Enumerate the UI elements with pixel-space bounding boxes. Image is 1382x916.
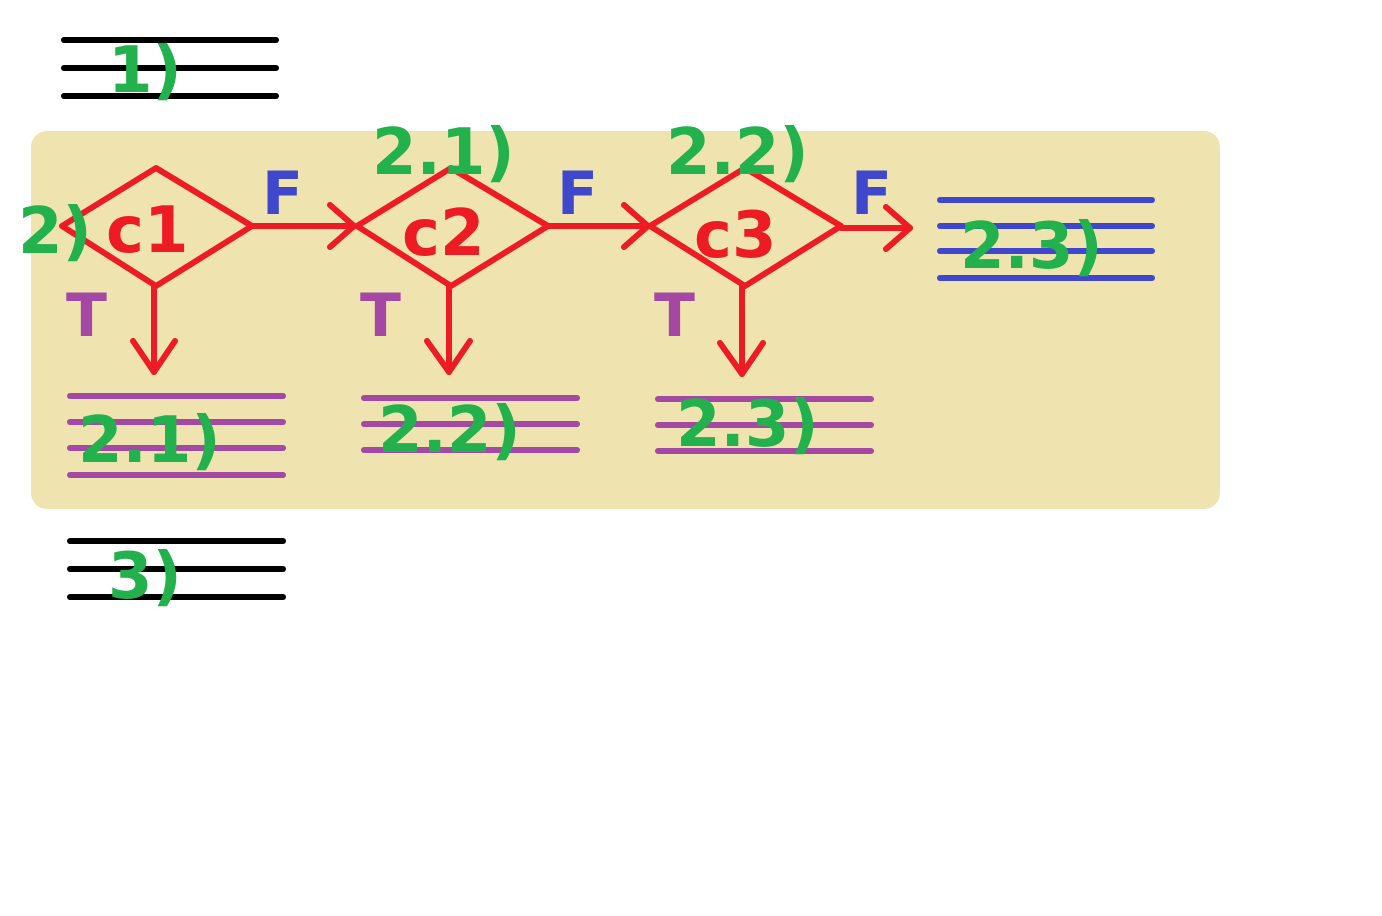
condition-c2-false-label: F: [557, 159, 598, 229]
arrow-c2-true: [424, 283, 473, 375]
condition-c3-name: c3: [694, 199, 776, 273]
arrow-c3-to-final: [838, 204, 913, 252]
true-block-c1: [67, 393, 286, 478]
step2-label: 2): [18, 195, 92, 269]
step3-label: 3): [108, 540, 182, 614]
final-false-block: [937, 197, 1155, 281]
condition-c1-true-label: T: [66, 281, 107, 351]
true-block-c1-label: 2.1): [78, 404, 221, 478]
condition-c3-false-label: F: [851, 159, 892, 229]
arrow-c2-to-c3: [545, 202, 651, 250]
condition-c3-true-label: T: [654, 281, 695, 351]
step1-label: 1): [108, 34, 182, 108]
step3-block: [67, 538, 286, 600]
true-block-c3: [655, 396, 874, 454]
condition-c2-top-label: 2.1): [372, 116, 515, 190]
condition-c1-name: c1: [106, 194, 188, 268]
condition-c2-name: c2: [402, 197, 484, 271]
arrow-c1-to-c2: [249, 202, 357, 250]
true-block-c2: [361, 395, 580, 453]
true-block-c2-label: 2.2): [378, 394, 521, 468]
final-false-block-label: 2.3): [960, 210, 1103, 284]
arrow-c1-true: [130, 283, 178, 375]
true-block-c3-label: 2.3): [676, 388, 819, 462]
condition-c2-true-label: T: [360, 281, 401, 351]
condition-c1-false-label: F: [262, 159, 303, 229]
step1-block: [61, 37, 279, 99]
arrow-c3-true: [717, 283, 766, 377]
condition-c3-top-label: 2.2): [666, 116, 809, 190]
